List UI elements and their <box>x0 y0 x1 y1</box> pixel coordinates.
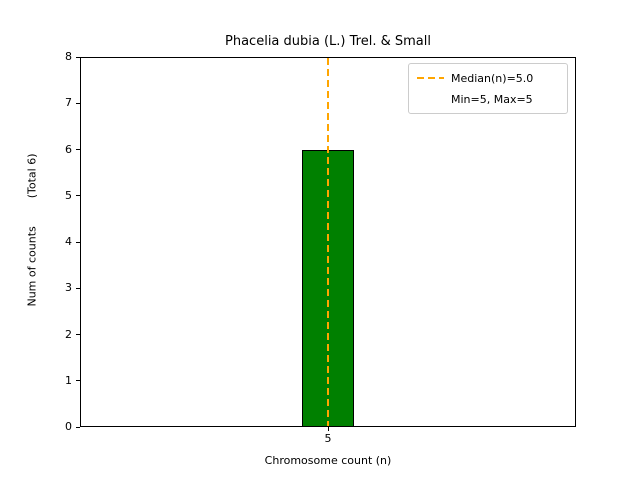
legend-label-minmax: Min=5, Max=5 <box>451 92 533 106</box>
legend: Median(n)=5.0 Min=5, Max=5 <box>408 63 568 114</box>
y-tick-label: 2 <box>65 327 72 341</box>
legend-entry-median: Median(n)=5.0 <box>417 70 559 86</box>
chart-title: Phacelia dubia (L.) Trel. & Small <box>225 34 431 49</box>
legend-empty-sample <box>417 98 444 100</box>
y-tick-mark <box>76 380 80 382</box>
y-tick-label: 7 <box>65 96 72 110</box>
median-dashed-line-sample <box>417 77 444 79</box>
y-tick-mark <box>76 334 80 335</box>
y-tick-mark <box>76 287 80 289</box>
x-tick-mark <box>327 427 329 431</box>
y-tick-mark <box>76 426 80 428</box>
x-axis-label: Chromosome count (n) <box>264 454 392 467</box>
y-tick-label: 3 <box>65 281 72 295</box>
y-tick-label: 4 <box>65 235 72 248</box>
y-tick-mark <box>76 56 80 58</box>
x-tick-label: 5 <box>324 432 332 445</box>
y-tick-mark <box>76 102 80 104</box>
y-tick-label: 8 <box>65 50 72 63</box>
legend-label-median: Median(n)=5.0 <box>451 71 534 85</box>
y-tick-mark <box>76 241 80 243</box>
y-tick-label: 1 <box>65 373 72 387</box>
median-line <box>327 58 329 426</box>
y-tick-label: 6 <box>65 142 72 156</box>
legend-entry-minmax: Min=5, Max=5 <box>417 91 559 107</box>
y-tick-label: 0 <box>65 420 72 433</box>
y-tick-mark <box>76 195 80 197</box>
y-tick-mark <box>76 149 80 150</box>
y-tick-label: 5 <box>65 188 72 202</box>
